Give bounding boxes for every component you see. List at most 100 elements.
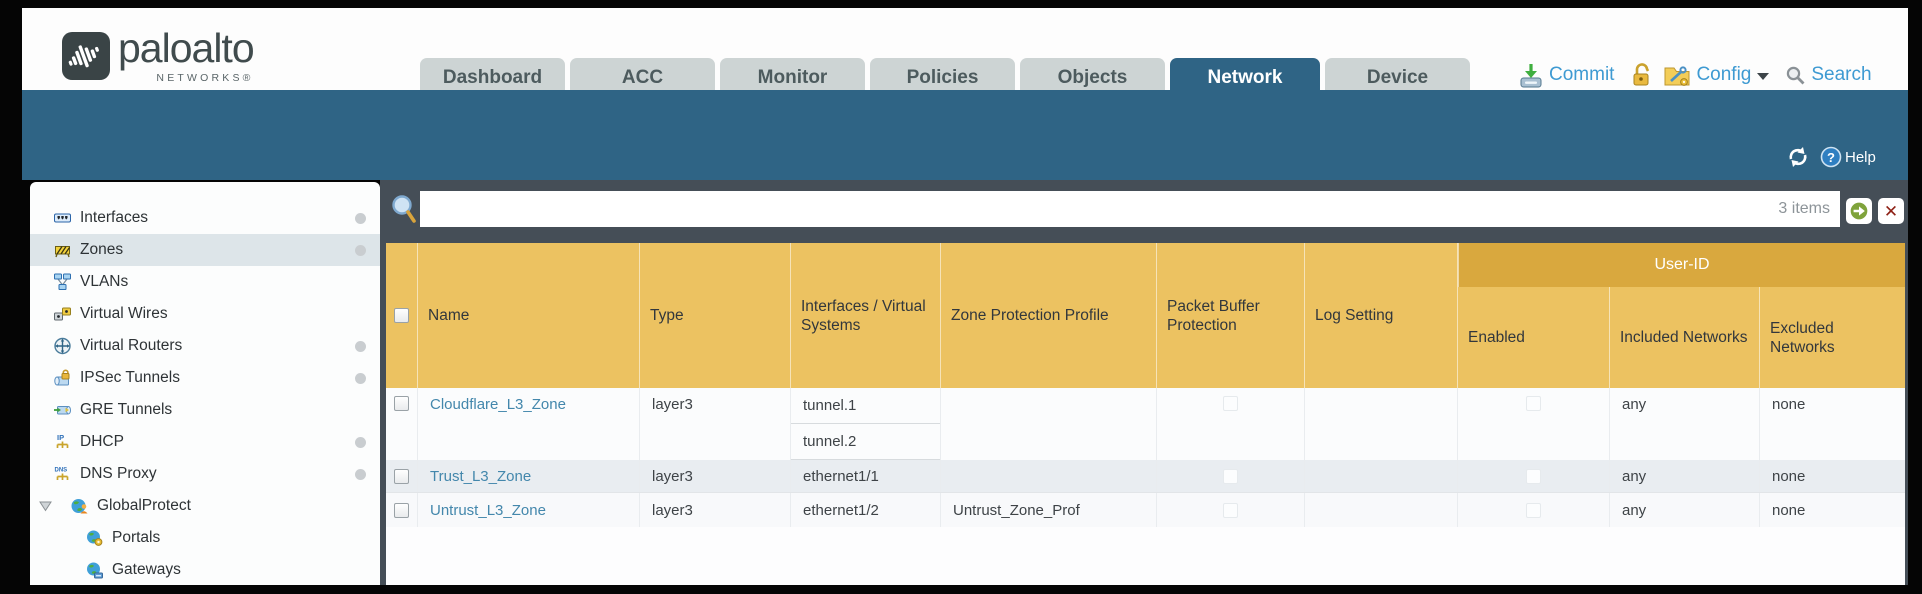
col-header-type[interactable]: Type (640, 243, 791, 388)
dhcp-icon: IP (56, 433, 69, 448)
packet-buffer-protection-checkbox[interactable] (1223, 396, 1238, 411)
zone-name-link[interactable]: Trust_L3_Zone (430, 467, 532, 485)
table-footer-area (386, 527, 1905, 585)
svg-text:IP: IP (57, 433, 64, 442)
col-header-zone-protection-profile[interactable]: Zone Protection Profile (941, 243, 1157, 388)
status-dot (355, 244, 366, 256)
log-setting (1305, 493, 1458, 527)
items-count: 3 items (1778, 200, 1830, 217)
portals-icon (87, 530, 103, 546)
lock-icon[interactable] (1630, 62, 1653, 89)
config-icon (1664, 65, 1690, 86)
zone-interfaces: tunnel.1 tunnel.2 (791, 388, 941, 460)
sidebar-item-gre-tunnels[interactable]: GRE Tunnels (30, 394, 380, 426)
help-button[interactable]: ? Help (1820, 146, 1876, 168)
user-id-enabled-checkbox[interactable] (1526, 468, 1541, 484)
table-row: Cloudflare_L3_Zone layer3 tunnel.1 tunne… (386, 388, 1905, 460)
zone-type: layer3 (640, 460, 791, 492)
status-dot (355, 340, 366, 352)
config-menu[interactable]: Config (1663, 63, 1770, 88)
chevron-down-icon (1757, 73, 1770, 80)
network-sidebar: Interfaces Zones VLANs Virtual Wires (30, 182, 380, 585)
sidebar-item-virtual-wires[interactable]: Virtual Wires (30, 298, 380, 330)
col-header-included-networks[interactable]: Included Networks (1610, 243, 1760, 388)
zones-table: User-ID Name Type Interfaces / Virtual S… (386, 243, 1905, 528)
user-id-enabled-checkbox[interactable] (1526, 502, 1541, 518)
col-header-excluded-networks[interactable]: Excluded Networks (1770, 319, 1835, 356)
log-setting (1305, 460, 1458, 492)
zone-name-link[interactable]: Cloudflare_L3_Zone (430, 396, 566, 413)
packet-buffer-protection-checkbox[interactable] (1223, 502, 1238, 518)
sidebar-item-dhcp[interactable]: IP DHCP (30, 426, 380, 458)
sidebar-item-dns-proxy[interactable]: DNS DNS Proxy (30, 458, 380, 490)
vlans-icon (54, 273, 71, 290)
search-icon (1787, 66, 1805, 84)
zone-protection-profile (941, 388, 1157, 460)
expand-triangle-icon[interactable] (39, 501, 52, 512)
col-header-log-setting[interactable]: Log Setting (1305, 243, 1458, 388)
virtual-routers-icon (54, 337, 71, 355)
zones-icon (55, 246, 71, 258)
zone-interfaces: ethernet1/1 (791, 460, 941, 492)
global-actions: Commit Config Search (1518, 58, 1872, 92)
row-checkbox[interactable] (394, 396, 409, 411)
zone-interfaces: ethernet1/2 (791, 493, 941, 527)
sidebar-item-virtual-routers[interactable]: Virtual Routers (30, 330, 380, 362)
refresh-icon[interactable] (1786, 146, 1810, 168)
search-button[interactable]: Search (1785, 64, 1872, 86)
user-id-group-header: User-ID (1458, 243, 1905, 287)
row-checkbox[interactable] (394, 502, 409, 518)
col-header-enabled[interactable]: Enabled (1458, 243, 1610, 388)
paloalto-logo: paloalto NETWORKS® (62, 25, 255, 84)
excluded-networks: none (1772, 467, 1806, 485)
sidebar-item-vlans[interactable]: VLANs (30, 266, 380, 298)
apply-filter-arrow-icon (1850, 202, 1868, 220)
gre-tunnels-icon (54, 406, 71, 415)
col-header-interfaces[interactable]: Interfaces / Virtual Systems (791, 243, 941, 388)
included-networks: any (1610, 460, 1760, 492)
header-band (22, 90, 1908, 180)
apply-filter-button[interactable] (1846, 198, 1872, 224)
zone-name-link[interactable]: Untrust_L3_Zone (430, 501, 546, 519)
sidebar-item-interfaces[interactable]: Interfaces (30, 202, 380, 234)
top-bar: paloalto NETWORKS® Dashboard ACC Monitor… (22, 8, 1908, 98)
status-dot (355, 212, 366, 224)
sidebar-item-ipsec-tunnels[interactable]: IPSec Tunnels (30, 362, 380, 394)
sidebar-item-gateways[interactable]: Gateways (30, 554, 380, 586)
zone-protection-profile (941, 460, 1157, 492)
log-setting (1305, 388, 1458, 460)
status-dot (355, 436, 366, 448)
zones-table-header: User-ID Name Type Interfaces / Virtual S… (386, 243, 1905, 388)
included-networks: any (1610, 493, 1760, 527)
table-row: Untrust_L3_Zone layer3 ethernet1/2 Untru… (386, 493, 1905, 527)
excluded-networks: none (1772, 501, 1806, 519)
filter-input[interactable]: 3 items (420, 191, 1840, 227)
globalprotect-icon (71, 499, 88, 514)
select-all-checkbox[interactable] (386, 243, 418, 388)
included-networks: any (1610, 388, 1760, 460)
help-icon: ? (1820, 146, 1842, 168)
sidebar-item-portals[interactable]: Portals (30, 522, 380, 554)
clear-filter-button[interactable]: ✕ (1878, 198, 1904, 224)
status-dot (355, 468, 366, 480)
status-dot (355, 372, 366, 384)
commit-button[interactable]: Commit (1518, 62, 1614, 89)
col-header-packet-buffer-protection[interactable]: Packet Buffer Protection (1157, 243, 1305, 388)
svg-text:?: ? (1827, 150, 1835, 165)
clear-filter-x-icon: ✕ (1883, 201, 1899, 221)
table-row: Trust_L3_Zone layer3 ethernet1/1 any non… (386, 460, 1905, 493)
excluded-networks: none (1772, 396, 1806, 413)
interface-item: tunnel.1 (791, 388, 940, 424)
filter-search-icon (392, 195, 416, 223)
sidebar-item-zones[interactable]: Zones (30, 234, 380, 266)
row-checkbox[interactable] (394, 468, 409, 484)
commit-icon (1520, 63, 1542, 87)
brand-subtitle: NETWORKS® (156, 72, 254, 84)
col-header-name[interactable]: Name (418, 243, 640, 388)
packet-buffer-protection-checkbox[interactable] (1223, 468, 1238, 484)
sidebar-item-globalprotect[interactable]: GlobalProtect (30, 490, 380, 522)
ipsec-tunnels-icon (54, 369, 70, 386)
user-id-enabled-checkbox[interactable] (1526, 396, 1541, 411)
interfaces-icon (54, 213, 71, 223)
dns-proxy-icon: DNS (55, 468, 69, 480)
